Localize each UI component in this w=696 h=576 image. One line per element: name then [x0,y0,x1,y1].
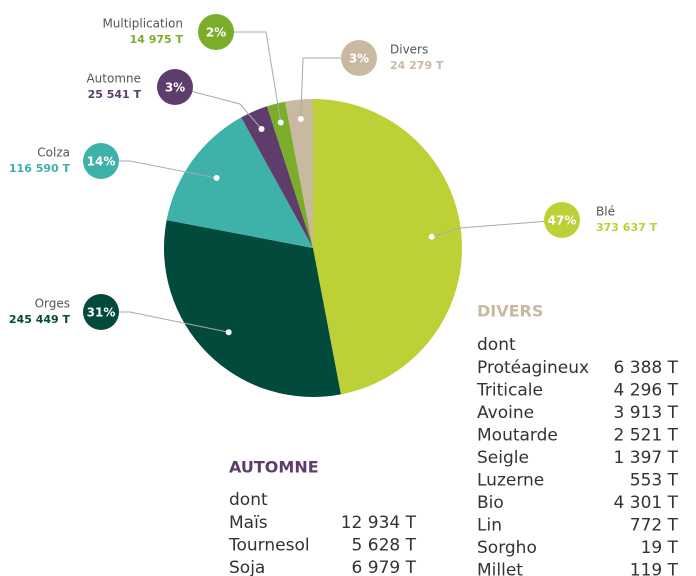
slice-name: Orges [35,297,70,311]
slice-name: Multiplication [102,17,183,31]
row-name: Moutarde [477,426,558,446]
slice-name: Divers [390,43,428,57]
leader-dot [297,115,304,122]
pie-slice [313,99,463,395]
row-name: Triticale [476,381,543,401]
row-value: 12 934 T [341,513,417,533]
slice-name: Blé [596,205,615,219]
pie-slice [241,106,313,249]
slice-tonnage: 14 975 T [130,33,184,46]
leader-dot [428,233,435,240]
row-value: 4 301 T [614,493,679,513]
row-name: Luzerne [477,471,544,491]
row-value: 553 T [630,471,679,491]
row-value: 3 913 T [614,403,679,423]
slice-name: Colza [37,146,70,160]
slice-tonnage: 373 637 T [596,221,658,234]
row-value: 5 628 T [352,536,417,556]
badge [83,143,119,179]
slice-tonnage: 116 590 T [9,162,71,175]
row-name: Protéagineux [477,358,589,378]
slice-name: Automne [86,72,141,86]
row-value: 119 T [630,561,679,576]
table-title: DIVERS [477,302,543,321]
leader-dot [258,126,265,133]
row-name: Avoine [477,403,534,423]
row-name: Millet [477,561,523,576]
badge [157,69,193,105]
row-value: 4 296 T [614,381,679,401]
table-title: AUTOMNE [229,458,319,477]
badge [198,14,234,50]
value-label: 2% [206,26,226,40]
pie-slice [266,101,313,249]
value-label: 47% [548,214,577,228]
row-value: 1 397 T [614,448,679,468]
row-name: Maïs [229,513,268,533]
value-label: 3% [349,52,369,66]
leader-line [300,57,359,119]
badge [341,40,377,76]
leader-dot [213,174,220,181]
pie-slice [285,99,313,248]
row-value: 6 388 T [614,358,679,378]
value-label: 31% [87,306,116,320]
table-subtitle: dont [477,335,516,355]
value-label: 3% [165,81,185,95]
badge [83,294,119,330]
row-name: Seigle [477,448,529,468]
row-value: 6 979 T [352,558,417,576]
table-subtitle: dont [229,490,268,510]
slice-tonnage: 25 541 T [88,88,142,101]
leader-dot [225,329,232,336]
pie-slice [166,117,313,249]
row-value: 772 T [630,516,679,536]
leader-line [431,219,563,238]
row-name: Soja [229,558,265,576]
slice-tonnage: 24 279 T [390,59,444,72]
row-name: Tournesol [228,536,310,556]
row-value: 19 T [641,538,679,558]
pie-slice [164,220,341,397]
row-name: Lin [477,516,502,536]
value-label: 14% [87,155,116,169]
badge [544,202,580,238]
row-name: Sorgho [477,538,537,558]
leader-line [174,86,262,130]
row-value: 2 521 T [614,426,679,446]
slice-tonnage: 245 449 T [9,313,71,326]
row-name: Bio [477,493,504,513]
leader-dot [277,119,284,126]
